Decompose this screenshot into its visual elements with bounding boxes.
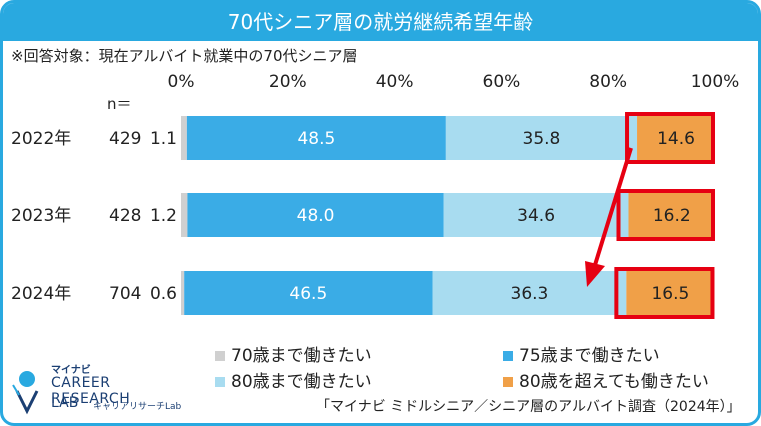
bar-segment xyxy=(181,116,187,160)
x-tick-label: 20% xyxy=(269,72,307,92)
x-tick-label: 60% xyxy=(483,72,521,92)
bar-segment xyxy=(184,271,433,315)
data-label: 35.8 xyxy=(523,129,561,149)
data-label: 46.5 xyxy=(289,284,327,304)
bar-segment xyxy=(443,193,629,237)
category-label: 2022年 xyxy=(11,129,71,149)
n-value-label: 704 xyxy=(109,284,141,304)
logo-line1: CAREER RESEARCH xyxy=(51,375,131,407)
annotation-arrow-head xyxy=(585,261,605,287)
legend-swatch-75 xyxy=(503,351,513,361)
bar-segment xyxy=(187,193,444,237)
data-label: 16.5 xyxy=(651,284,689,304)
category-label: 2023年 xyxy=(11,206,71,226)
n-value-label: 429 xyxy=(109,129,141,149)
data-label: 34.6 xyxy=(517,206,555,226)
annotation-arrow-line xyxy=(593,147,633,266)
source-note: 「マイナビ ミドルシニア／シニア層のアルバイト調査（2024年）」 xyxy=(316,399,741,415)
x-tick-label: 80% xyxy=(589,72,627,92)
data-label: 48.0 xyxy=(297,206,335,226)
chart-title: 70代シニア層の就労継続希望年齢 xyxy=(3,3,758,41)
bar-segment xyxy=(637,116,715,160)
legend-label-75: 75歳まで働きたい xyxy=(519,346,660,366)
highlight-box xyxy=(625,112,716,164)
legend-swatch-80plus xyxy=(503,377,513,387)
bar-segment xyxy=(445,116,638,160)
logo-line3: キャリアリサーチLab xyxy=(93,402,182,412)
logo-line2: LAB xyxy=(51,395,79,411)
legend-label-70: 70歳まで働きたい xyxy=(231,346,372,366)
legend-item-70: 70歳まで働きたい xyxy=(215,341,372,366)
legend-label-80: 80歳まで働きたい xyxy=(231,372,372,392)
stacked-bar-chart: 0% 20% 40% 60% 80% 100% n＝ 2022年 429 1.1 48.5 35.8 1… xyxy=(11,72,740,319)
highlight-box xyxy=(616,189,716,241)
data-label: 0.6 xyxy=(150,284,177,304)
data-label: 1.1 xyxy=(150,129,177,149)
chart-subtitle: ※回答対象：現在アルバイト就業中の70代シニア層 xyxy=(11,47,358,65)
legend-label-80plus: 80歳を超えても働きたい xyxy=(519,372,709,392)
x-tick-label: 40% xyxy=(376,72,414,92)
legend-item-80: 80歳まで働きたい xyxy=(215,367,372,392)
data-label: 14.6 xyxy=(657,129,695,149)
career-research-lab-logo: マイナビ CAREER RESEARCH LAB キャリアリサーチLab xyxy=(11,359,186,419)
bar-segment xyxy=(626,271,715,315)
legend-item-75: 75歳まで働きたい xyxy=(503,341,660,366)
logo-mark-icon xyxy=(12,371,39,415)
bar-segment xyxy=(181,271,185,315)
bar-segment xyxy=(186,116,446,160)
data-label: 16.2 xyxy=(653,206,691,226)
bar-segment xyxy=(181,193,188,237)
data-label: 48.5 xyxy=(297,129,335,149)
legend-item-80plus: 80歳を超えても働きたい xyxy=(503,367,709,392)
bar-segment xyxy=(628,193,715,237)
x-tick-label: 100% xyxy=(691,72,740,92)
logo-brand: マイナビ xyxy=(51,365,91,376)
highlight-box xyxy=(614,267,715,319)
data-label: 36.3 xyxy=(511,284,549,304)
x-tick-label: 0% xyxy=(168,72,195,92)
data-label: 1.2 xyxy=(150,206,177,226)
n-value-label: 428 xyxy=(109,206,141,226)
legend-swatch-70 xyxy=(215,351,225,361)
legend-swatch-80 xyxy=(215,377,225,387)
n-header-label: n＝ xyxy=(107,95,132,113)
category-label: 2024年 xyxy=(11,284,71,304)
